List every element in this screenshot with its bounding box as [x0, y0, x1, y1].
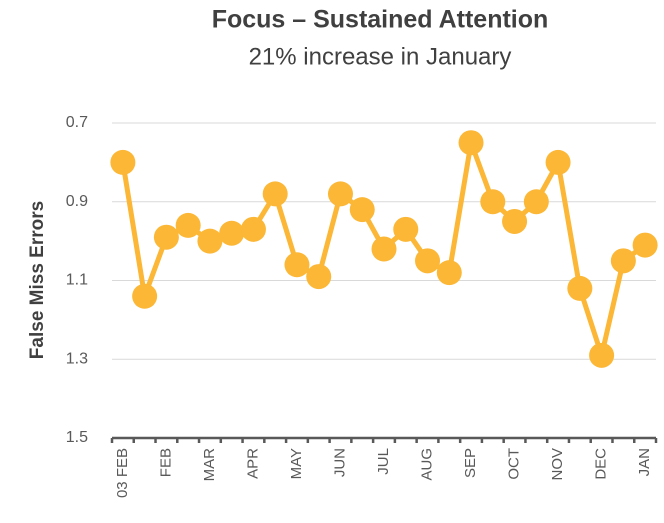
point [371, 236, 397, 262]
point [589, 342, 615, 368]
x-tick-label: JUL [375, 448, 392, 475]
y-axis-label: False Miss Errors [27, 201, 48, 359]
point [153, 224, 179, 250]
point [349, 197, 375, 223]
point [219, 220, 245, 246]
y-tick-label: 0.9 [66, 193, 88, 210]
point [610, 248, 636, 274]
y-tick-label: 1.5 [66, 429, 88, 446]
y-tick-label: 0.7 [66, 114, 88, 131]
point [436, 260, 462, 286]
x-tick-label: JAN [636, 448, 653, 476]
point [175, 212, 201, 238]
y-tick-label: 1.1 [66, 272, 88, 289]
point [393, 216, 419, 242]
x-tick-label: DEC [593, 448, 610, 480]
x-tick-label: AUG [418, 448, 435, 481]
x-tick-label: JUN [331, 448, 348, 477]
point [327, 181, 353, 207]
x-tick-label: APR [244, 448, 261, 479]
point [306, 264, 332, 290]
point [415, 248, 441, 274]
point [632, 232, 658, 258]
point [545, 149, 571, 175]
chart-title: Focus – Sustained Attention [212, 6, 549, 34]
x-tick-label: SEP [462, 448, 479, 478]
chart-subtitle: 21% increase in January [249, 43, 512, 70]
x-tick-label: FEB [157, 448, 174, 477]
x-tick-label: 03 FEB [114, 448, 131, 498]
point [262, 181, 288, 207]
point [132, 283, 158, 309]
x-tick-label: MAY [288, 448, 305, 479]
point [284, 252, 310, 278]
x-tick-label: MAR [201, 448, 218, 482]
point [480, 189, 506, 215]
point [110, 149, 136, 175]
point [502, 208, 528, 234]
x-tick-label: NOV [549, 448, 566, 481]
point [523, 189, 549, 215]
point [197, 228, 223, 254]
y-tick-label: 1.3 [66, 350, 88, 367]
x-tick-label: OCT [506, 448, 523, 480]
point [567, 275, 593, 301]
point [458, 130, 484, 156]
point [240, 216, 266, 242]
